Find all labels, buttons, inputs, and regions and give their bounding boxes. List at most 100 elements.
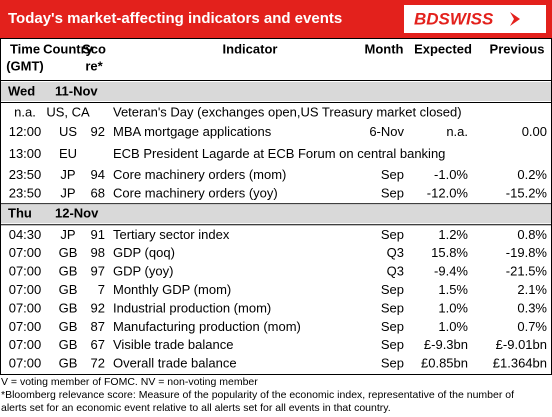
cell-time: n.a. xyxy=(14,105,36,120)
cell-time: 13:00 xyxy=(9,146,42,161)
cell-country: US xyxy=(59,124,77,139)
cell-expected: -1.0% xyxy=(434,167,468,182)
cell-previous: 0.7% xyxy=(517,319,547,334)
cell-indicator: Manufacturing production (mom) xyxy=(113,319,301,334)
cell-score: 92 xyxy=(91,124,105,139)
logo-box xyxy=(404,5,546,33)
cell-expected: 1.5% xyxy=(438,282,468,297)
cell-country: JP xyxy=(60,227,75,242)
cell-indicator: Visible trade balance xyxy=(113,337,233,352)
cell-indicator: MBA mortgage applications xyxy=(113,124,272,139)
cell-expected: n.a. xyxy=(446,124,468,139)
title: Today's market-affecting indicators and … xyxy=(8,10,342,27)
cell-country: GB xyxy=(59,300,78,315)
cell-indicator: GDP (qoq) xyxy=(113,245,175,260)
cell-country: GB xyxy=(59,356,78,371)
cell-expected: -12.0% xyxy=(427,185,469,200)
cell-indicator: ECB President Lagarde at ECB Forum on ce… xyxy=(113,146,445,161)
date: 12-Nov xyxy=(55,206,99,221)
cell-score: 92 xyxy=(91,300,105,315)
cell-score: 98 xyxy=(91,245,105,260)
column-header: (GMT) xyxy=(6,58,44,73)
cell-month: Sep xyxy=(381,167,404,182)
cell-month: Sep xyxy=(381,300,404,315)
column-header: re* xyxy=(85,58,103,73)
logo: BDSWISS xyxy=(414,9,494,28)
day: Thu xyxy=(8,206,32,221)
cell-score: 68 xyxy=(91,185,105,200)
column-header: Sco xyxy=(82,41,106,56)
cell-time: 07:00 xyxy=(9,245,42,260)
cell-expected: 1.0% xyxy=(438,300,468,315)
cell-country: GB xyxy=(59,264,78,279)
footnote: V = voting member of FOMC. NV = non-voti… xyxy=(1,376,258,388)
column-header: Expected xyxy=(414,41,472,56)
cell-time: 23:50 xyxy=(9,167,42,182)
column-header: Indicator xyxy=(223,41,278,56)
cell-previous: 0.00 xyxy=(522,124,547,139)
cell-country: GB xyxy=(59,282,78,297)
cell-previous: £-9.01bn xyxy=(496,337,547,352)
cell-time: 07:00 xyxy=(9,319,42,334)
cell-expected: £0.85bn xyxy=(421,356,468,371)
cell-expected: £-9.3bn xyxy=(424,337,468,352)
cell-month: Sep xyxy=(381,227,404,242)
cell-indicator: Veteran's Day (exchanges open,US Treasur… xyxy=(113,105,462,120)
cell-country: JP xyxy=(60,167,75,182)
cell-previous: -19.8% xyxy=(506,245,548,260)
cell-month: 6-Nov xyxy=(369,124,404,139)
cell-time: 07:00 xyxy=(9,300,42,315)
cell-month: Sep xyxy=(381,282,404,297)
cell-month: Sep xyxy=(381,337,404,352)
cell-time: 07:00 xyxy=(9,356,42,371)
footnote: *Bloomberg relevance score: Measure of t… xyxy=(1,389,514,401)
footnote: alerts set for an economic event relativ… xyxy=(1,402,391,414)
cell-score: 7 xyxy=(98,282,105,297)
cell-expected: 15.8% xyxy=(431,245,468,260)
column-header: Country xyxy=(43,41,94,56)
column-header: Time xyxy=(10,41,40,56)
cell-score: 67 xyxy=(91,337,105,352)
cell-country: GB xyxy=(59,245,78,260)
column-header: Month xyxy=(365,41,404,56)
cell-indicator: Overall trade balance xyxy=(113,356,237,371)
cell-previous: -15.2% xyxy=(506,185,548,200)
cell-month: Sep xyxy=(381,185,404,200)
day-band xyxy=(1,204,551,224)
cell-month: Q3 xyxy=(387,264,404,279)
cell-previous: 0.8% xyxy=(517,227,547,242)
cell-indicator: GDP (yoy) xyxy=(113,264,173,279)
cell-indicator: Core machinery orders (mom) xyxy=(113,167,286,182)
cell-time: 12:00 xyxy=(9,124,42,139)
cell-month: Sep xyxy=(381,319,404,334)
cell-indicator: Monthly GDP (mom) xyxy=(113,282,231,297)
cell-time: 07:00 xyxy=(9,282,42,297)
cell-previous: 2.1% xyxy=(517,282,547,297)
cell-expected: 1.2% xyxy=(438,227,468,242)
cell-score: 87 xyxy=(91,319,105,334)
cell-previous: 0.2% xyxy=(517,167,547,182)
cell-country: GB xyxy=(59,319,78,334)
cell-expected: -9.4% xyxy=(434,264,468,279)
cell-previous: 0.3% xyxy=(517,300,547,315)
cell-country: US, CA xyxy=(46,105,90,120)
cell-score: 72 xyxy=(91,356,105,371)
cell-previous: £1.364bn xyxy=(493,356,547,371)
cell-previous: -21.5% xyxy=(506,264,548,279)
cell-score: 94 xyxy=(91,167,105,182)
day: Wed xyxy=(8,83,35,98)
cell-country: JP xyxy=(60,185,75,200)
cell-month: Sep xyxy=(381,356,404,371)
cell-country: EU xyxy=(59,146,77,161)
logo-chevron xyxy=(510,12,520,26)
cell-time: 07:00 xyxy=(9,337,42,352)
date: 11-Nov xyxy=(55,83,98,98)
cell-score: 97 xyxy=(91,264,105,279)
cell-expected: 1.0% xyxy=(438,319,468,334)
cell-month: Q3 xyxy=(387,245,404,260)
cell-country: GB xyxy=(59,337,78,352)
day-band xyxy=(1,82,551,101)
cell-time: 04:30 xyxy=(9,227,42,242)
cell-indicator: Core machinery orders (yoy) xyxy=(113,185,278,200)
